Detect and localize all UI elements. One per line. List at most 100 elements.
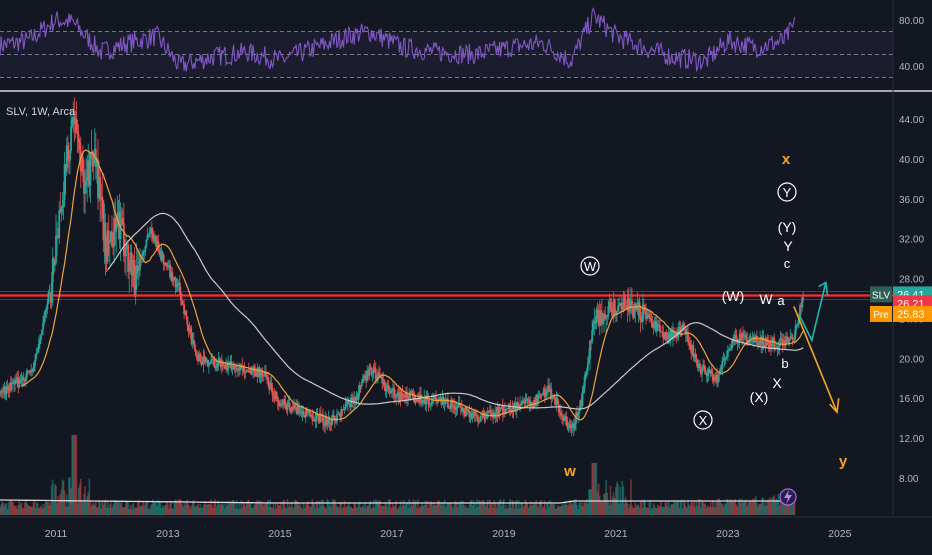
candle-body [731, 340, 734, 348]
candle-body [339, 414, 342, 418]
volume-bar [215, 506, 218, 515]
volume-bar [14, 505, 16, 515]
volume-bar [311, 499, 314, 515]
candle-body [324, 416, 327, 426]
candle-body [303, 415, 306, 418]
volume-bar [336, 506, 338, 515]
candle-body [763, 345, 766, 348]
volume-bar [83, 494, 85, 515]
candle-body [223, 364, 225, 366]
volume-bar [262, 505, 265, 515]
candle-body [49, 293, 52, 303]
candle-body [408, 395, 411, 399]
candle-body [215, 366, 218, 369]
volume-bar [703, 504, 705, 515]
volume-bar [765, 505, 768, 515]
volume-bar [91, 503, 94, 515]
candle-body [506, 408, 509, 410]
candle-body [371, 372, 374, 375]
candle-body [355, 395, 358, 402]
volume-bar [793, 502, 796, 515]
volume-bar [630, 479, 632, 515]
candle-body [547, 385, 549, 391]
volume-bar [470, 500, 473, 515]
candle-body [149, 228, 152, 233]
volume-bar [308, 505, 310, 515]
candle-body [605, 315, 608, 319]
volume-bar [674, 503, 676, 515]
candle-body [57, 235, 60, 238]
candle-body [207, 363, 210, 367]
volume-bar [587, 504, 589, 515]
volume-bar [378, 500, 380, 515]
volume-bar [597, 483, 600, 515]
volume-bar [766, 499, 769, 515]
volume-bar [640, 500, 643, 515]
ma-fast-line [21, 149, 804, 421]
candle-body [398, 392, 401, 400]
candle-body [159, 250, 162, 255]
volume-bar [320, 505, 322, 515]
candle-body [670, 330, 673, 339]
volume-bar [211, 505, 213, 515]
volume-bar [593, 463, 596, 515]
volume-bar [265, 502, 267, 515]
volume-bar [328, 505, 331, 515]
candle-body [439, 397, 442, 399]
volume-bar [730, 501, 732, 515]
candle-body [521, 400, 524, 405]
candle-body [265, 372, 267, 377]
candle-body [115, 218, 118, 232]
volume-bar [331, 499, 334, 515]
candle-body [473, 411, 476, 416]
candle-body [660, 331, 662, 333]
volume-bar [184, 505, 186, 515]
volume-bar [429, 501, 432, 515]
candle-body [137, 269, 140, 271]
volume-bar [742, 502, 744, 515]
candle-body [185, 310, 188, 317]
candle-body [161, 254, 164, 260]
volume-bar [508, 501, 511, 515]
volume-bar [439, 502, 442, 515]
volume-bar [694, 507, 697, 515]
candle-body [557, 404, 560, 413]
candle-body [776, 347, 779, 349]
candle-body [249, 368, 252, 375]
volume-bar [21, 507, 24, 515]
candle-body [656, 323, 659, 328]
volume-bar [449, 502, 451, 515]
volume-bar [231, 499, 234, 515]
candle-body [233, 365, 236, 369]
volume-bar [120, 500, 123, 515]
volume-bar [419, 506, 421, 515]
volume-bar [285, 508, 288, 515]
candle-body [718, 374, 721, 375]
volume-bar [510, 507, 513, 515]
candle-body [77, 134, 80, 143]
candle-body [154, 236, 156, 242]
volume-bar [278, 505, 280, 515]
candle-body [621, 308, 624, 311]
candle-body [469, 413, 472, 418]
volume-bar [116, 502, 119, 515]
candle-body [384, 385, 387, 392]
candle-body [701, 369, 703, 375]
volume-bar [172, 508, 175, 515]
volume-bar [531, 505, 533, 515]
wave-label-x-orange: x [782, 151, 791, 168]
candle-body [645, 310, 647, 319]
volume-bar [44, 502, 47, 515]
candle-body [598, 310, 601, 326]
candle-body [363, 375, 365, 379]
candle-body [273, 395, 276, 400]
candle-body [734, 335, 737, 337]
candle-body [54, 263, 56, 266]
volume-bar [82, 500, 84, 515]
volume-bar [371, 507, 374, 515]
candle-body [286, 403, 289, 411]
candle-body [772, 337, 774, 343]
volume-bar [148, 508, 151, 515]
volume-bar [125, 500, 127, 515]
volume-bar [271, 507, 274, 515]
